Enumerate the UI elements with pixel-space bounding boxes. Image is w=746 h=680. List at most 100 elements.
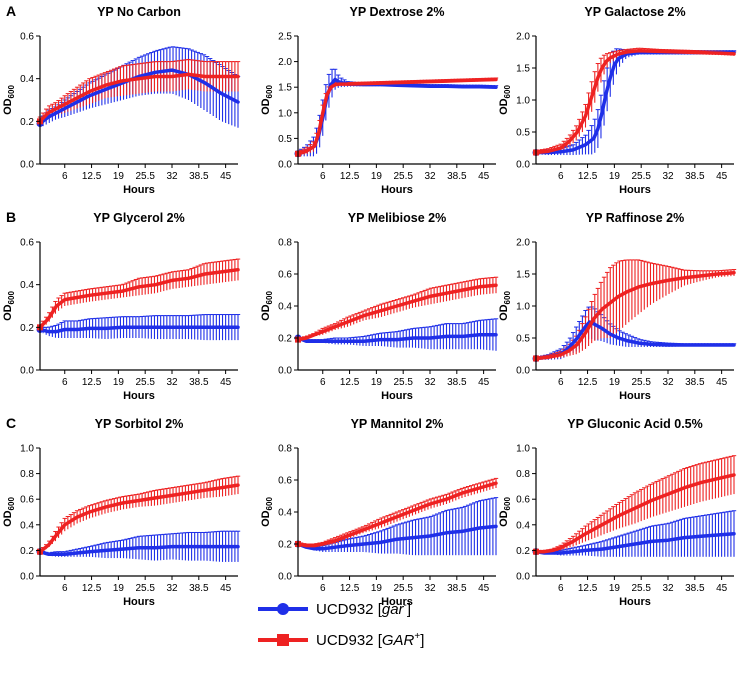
x-tick-label: 38.5 xyxy=(447,377,467,388)
x-tick-label: 38.5 xyxy=(685,377,705,388)
y-axis-label: OD600 xyxy=(260,85,274,115)
row-label-c: C xyxy=(6,415,16,431)
panels: YP No Carbon 0.0 0.2 0.4 0.6 6 12.5 19 25.5 32 38.… xyxy=(2,5,737,608)
legend-label-base: UCD932 [ xyxy=(316,632,383,649)
y-axis-label: OD600 xyxy=(260,291,274,321)
y-tick-label: 1.0 xyxy=(516,302,530,313)
x-tick-label: 32 xyxy=(662,377,674,388)
error-bars-gar_minus xyxy=(295,497,499,556)
y-tick-label: 0.8 xyxy=(278,444,292,455)
chart-panel-6: YP Raffinose 2% 0.0 0.5 1.0 1.5 2.0 6 12.5 19 25.… xyxy=(498,211,737,402)
series-line-gar_minus xyxy=(38,325,240,334)
y-tick-label: 0.2 xyxy=(278,540,292,551)
y-tick-label: 0.4 xyxy=(516,520,530,531)
x-tick-label: 12.5 xyxy=(82,171,102,182)
error-bars-gar_minus xyxy=(533,48,737,156)
y-axis-label-main: OD xyxy=(2,304,14,321)
x-tick-label: 38.5 xyxy=(189,171,209,182)
y-tick-label: 0.2 xyxy=(278,334,292,345)
y-tick-label: 0.6 xyxy=(516,495,530,506)
y-tick-label: 1.5 xyxy=(516,64,530,75)
y-tick-label: 1.0 xyxy=(20,444,34,455)
legend-entry-gar_minus: UCD932 [gar-] xyxy=(258,600,411,618)
y-axis-label: OD600 xyxy=(2,85,16,115)
y-tick-label: 1.0 xyxy=(516,96,530,107)
y-tick-label: 2.0 xyxy=(516,238,530,249)
chart-panel-8: YP Mannitol 2% 0.0 0.2 0.4 0.6 0.8 6 12.5 19 25.5… xyxy=(260,417,499,608)
x-tick-label: 32 xyxy=(662,171,674,182)
legend-label-sup: - xyxy=(404,600,407,611)
x-tick-label: 6 xyxy=(62,583,68,594)
y-axis-label-subscript: 600 xyxy=(265,85,274,99)
chart-panel-5: YP Melibiose 2% 0.0 0.2 0.4 0.6 0.8 6 12.5 19 25.… xyxy=(260,211,499,402)
x-tick-label: 6 xyxy=(320,171,326,182)
x-tick-label: 25.5 xyxy=(393,583,413,594)
chart-title: YP Galactose 2% xyxy=(584,5,685,19)
x-tick-label: 45 xyxy=(220,171,232,182)
chart-panel-4: YP Glycerol 2% 0.0 0.2 0.4 0.6 6 12.5 19 25.5 32 3… xyxy=(2,211,241,402)
series-line-gar_plus xyxy=(38,483,240,554)
y-axis-label: OD600 xyxy=(498,497,512,527)
x-axis-label: Hours xyxy=(381,596,413,608)
x-tick-label: 25.5 xyxy=(135,377,155,388)
legend-label: UCD932 [gar-] xyxy=(316,600,411,618)
chart-title: YP Melibiose 2% xyxy=(348,211,446,225)
y-tick-label: 0.0 xyxy=(278,160,292,171)
x-tick-label: 12.5 xyxy=(578,377,598,388)
series-line-gar_minus xyxy=(296,333,498,343)
legend-label-close: ] xyxy=(407,601,411,618)
x-tick-label: 45 xyxy=(716,583,728,594)
y-axis-label-subscript: 600 xyxy=(7,291,16,305)
y-axis-label: OD600 xyxy=(2,291,16,321)
y-tick-label: 0.6 xyxy=(278,270,292,281)
chart-panel-2: YP Dextrose 2% 0.0 0.5 1.0 1.5 2.0 2.5 6 12.5 19 2… xyxy=(260,5,499,196)
y-axis-label-subscript: 600 xyxy=(265,291,274,305)
y-axis-label-subscript: 600 xyxy=(7,497,16,511)
x-tick-label: 32 xyxy=(424,583,436,594)
x-tick-label: 25.5 xyxy=(393,171,413,182)
x-tick-label: 19 xyxy=(609,377,621,388)
legend: UCD932 [gar-]UCD932 [GAR+] xyxy=(258,600,424,649)
legend-marker xyxy=(277,603,289,615)
legend-label-gene: gar xyxy=(382,601,405,618)
y-tick-label: 0.4 xyxy=(278,302,292,313)
y-tick-label: 2.0 xyxy=(516,32,530,43)
x-tick-label: 32 xyxy=(166,377,178,388)
y-tick-label: 0.4 xyxy=(278,508,292,519)
x-tick-label: 12.5 xyxy=(578,583,598,594)
chart-panel-9: YP Gluconic Acid 0.5% 0.0 0.2 0.4 0.6 0.8 1.0 6… xyxy=(498,417,737,608)
x-tick-label: 19 xyxy=(371,583,383,594)
x-tick-label: 19 xyxy=(113,583,125,594)
x-tick-label: 12.5 xyxy=(578,171,598,182)
row-label-a: A xyxy=(6,3,16,19)
x-tick-label: 38.5 xyxy=(189,377,209,388)
x-tick-label: 12.5 xyxy=(82,583,102,594)
x-tick-label: 45 xyxy=(478,171,490,182)
x-tick-label: 25.5 xyxy=(631,171,651,182)
x-axis-label: Hours xyxy=(619,390,651,402)
series-line-gar_minus xyxy=(534,532,736,555)
chart-title: YP Glycerol 2% xyxy=(93,211,185,225)
y-axis-label-main: OD xyxy=(260,98,272,115)
series-line-gar_plus xyxy=(534,270,736,361)
series-line-gar_plus xyxy=(534,48,736,155)
series-line-gar_plus xyxy=(38,267,240,330)
y-tick-label: 0.0 xyxy=(278,366,292,377)
y-tick-label: 0.0 xyxy=(516,160,530,171)
x-tick-label: 32 xyxy=(424,171,436,182)
x-axis-label: Hours xyxy=(123,596,155,608)
chart-title: YP Raffinose 2% xyxy=(586,211,684,225)
x-tick-label: 6 xyxy=(62,171,68,182)
x-tick-label: 25.5 xyxy=(135,583,155,594)
y-tick-label: 0.8 xyxy=(20,469,34,480)
y-axis-label-subscript: 600 xyxy=(7,85,16,99)
y-tick-label: 0.8 xyxy=(278,238,292,249)
x-tick-label: 45 xyxy=(478,377,490,388)
legend-marker xyxy=(277,634,289,646)
series-line-gar_plus xyxy=(534,473,736,554)
y-tick-label: 0.8 xyxy=(516,469,530,480)
x-tick-label: 32 xyxy=(166,583,178,594)
legend-label-sup: + xyxy=(414,631,420,642)
y-axis-label-main: OD xyxy=(260,510,272,527)
y-tick-label: 0.4 xyxy=(20,74,34,85)
